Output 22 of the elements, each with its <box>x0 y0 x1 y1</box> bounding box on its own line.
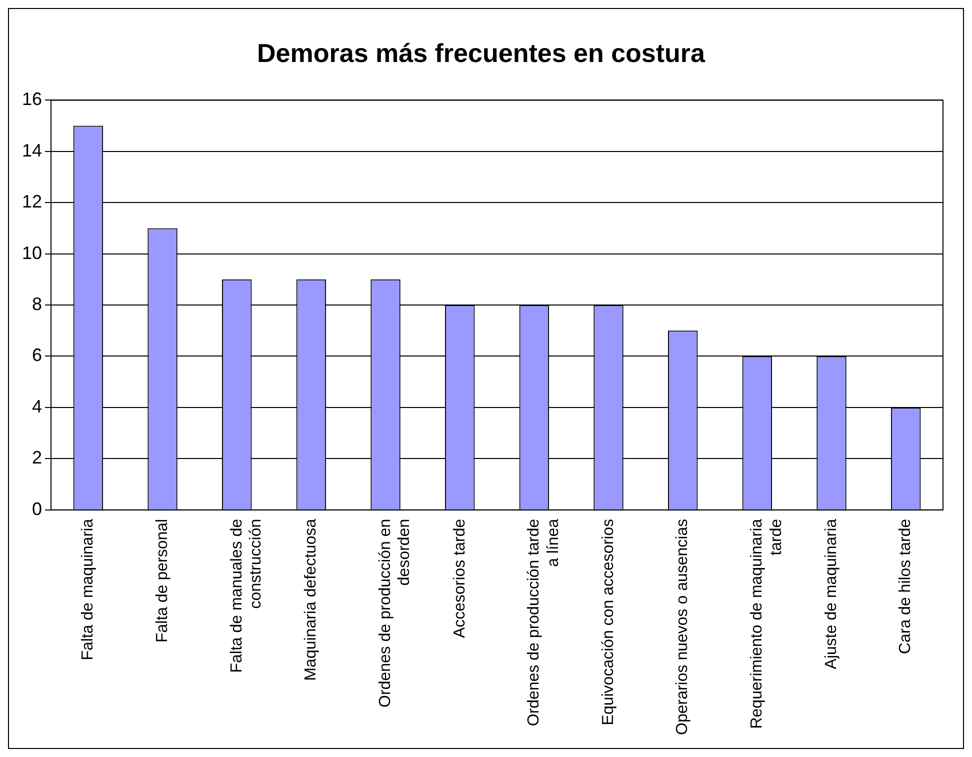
x-tick-label: Accesorios tarde <box>451 518 468 638</box>
x-tick-label: Requerimiento de maquinaria tarde <box>748 518 785 729</box>
x-tick-label: Ajuste de maquinaria <box>822 518 840 670</box>
y-tick-label: 6 <box>32 345 42 366</box>
x-tick-label: Ordenes de producción tarde a línea <box>526 518 562 726</box>
y-tick-label: 12 <box>22 192 42 212</box>
x-tick-label: Equivocación con accesorios <box>600 518 617 726</box>
y-tick-label: 0 <box>32 498 42 519</box>
y-tick-label: 2 <box>32 448 42 468</box>
x-tick-label: Operarios nuevos o ausencias <box>674 518 692 735</box>
y-tick-label: 10 <box>22 242 42 263</box>
chart-title: Demoras más frecuentes en costura <box>257 38 706 68</box>
y-tick-label: 16 <box>22 89 42 110</box>
y-tick-label: 4 <box>32 396 42 416</box>
x-tick-label: Falta de manuales de construcción <box>228 518 264 673</box>
y-tick-label: 14 <box>22 140 42 160</box>
x-tick-label: Ordenes de producción en desorden <box>376 518 414 708</box>
x-tick-label: Falta de maquinaria <box>80 518 97 660</box>
x-tick-label: Cara de hilos tarde <box>897 518 914 654</box>
x-tick-label: Maquinaria defectuosa <box>302 518 320 681</box>
x-tick-label: Falta de personal <box>154 518 171 643</box>
y-tick-label: 8 <box>32 294 42 314</box>
